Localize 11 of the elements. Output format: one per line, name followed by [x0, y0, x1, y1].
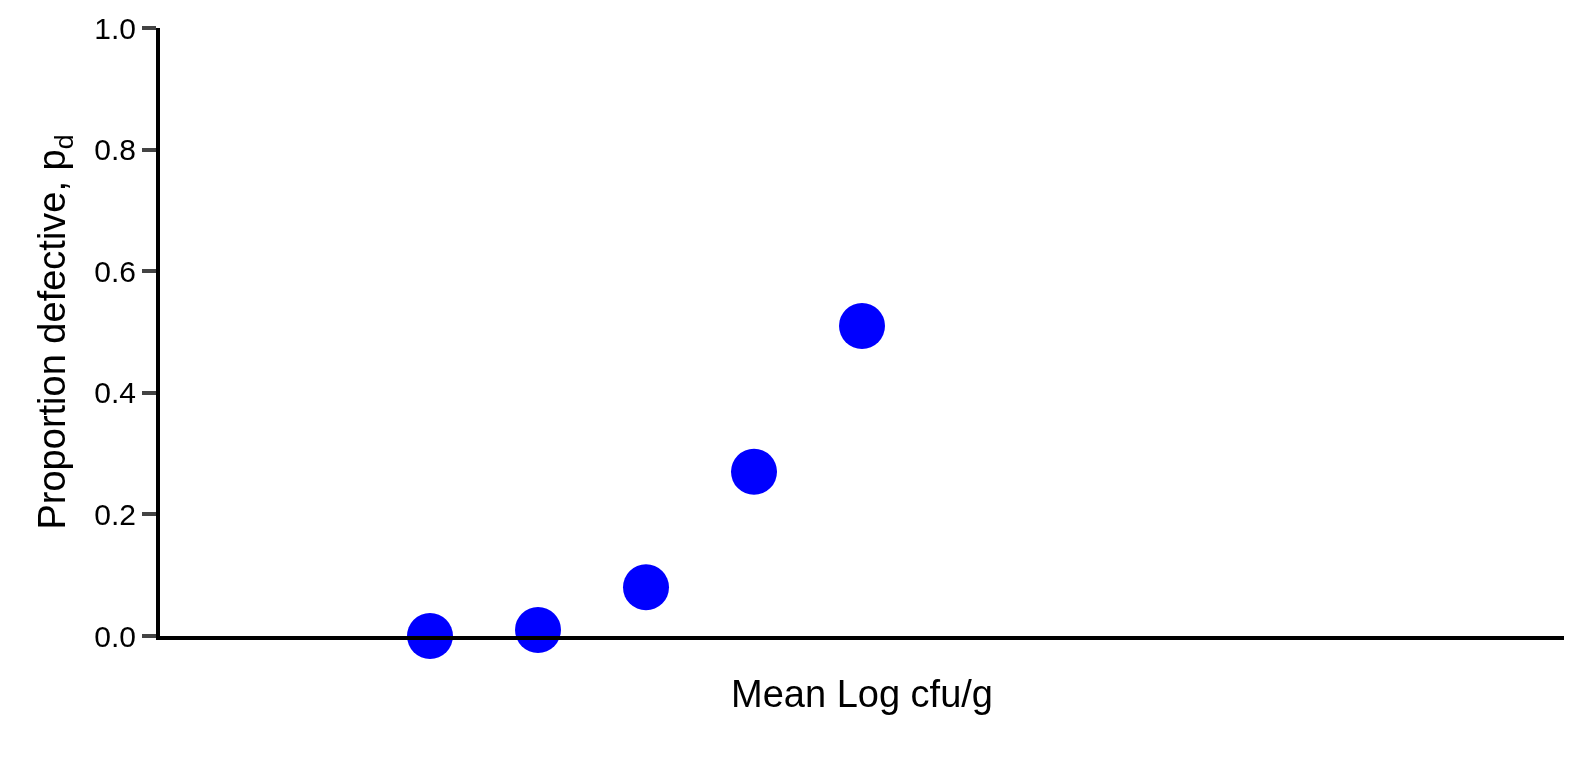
y-tick-label: 0.8	[94, 133, 136, 167]
point	[515, 606, 561, 653]
point	[623, 564, 669, 611]
y-tick-label: 1.0	[94, 11, 136, 45]
point	[839, 302, 885, 349]
y-tick-label: 0.6	[94, 254, 136, 288]
x-axis-title: Mean Log cfu/g	[731, 673, 993, 715]
y-tick-label: 0.4	[94, 376, 136, 410]
y-tick-label: 0.0	[94, 619, 136, 653]
point	[731, 448, 777, 495]
y-tick-label: 0.2	[94, 497, 136, 531]
